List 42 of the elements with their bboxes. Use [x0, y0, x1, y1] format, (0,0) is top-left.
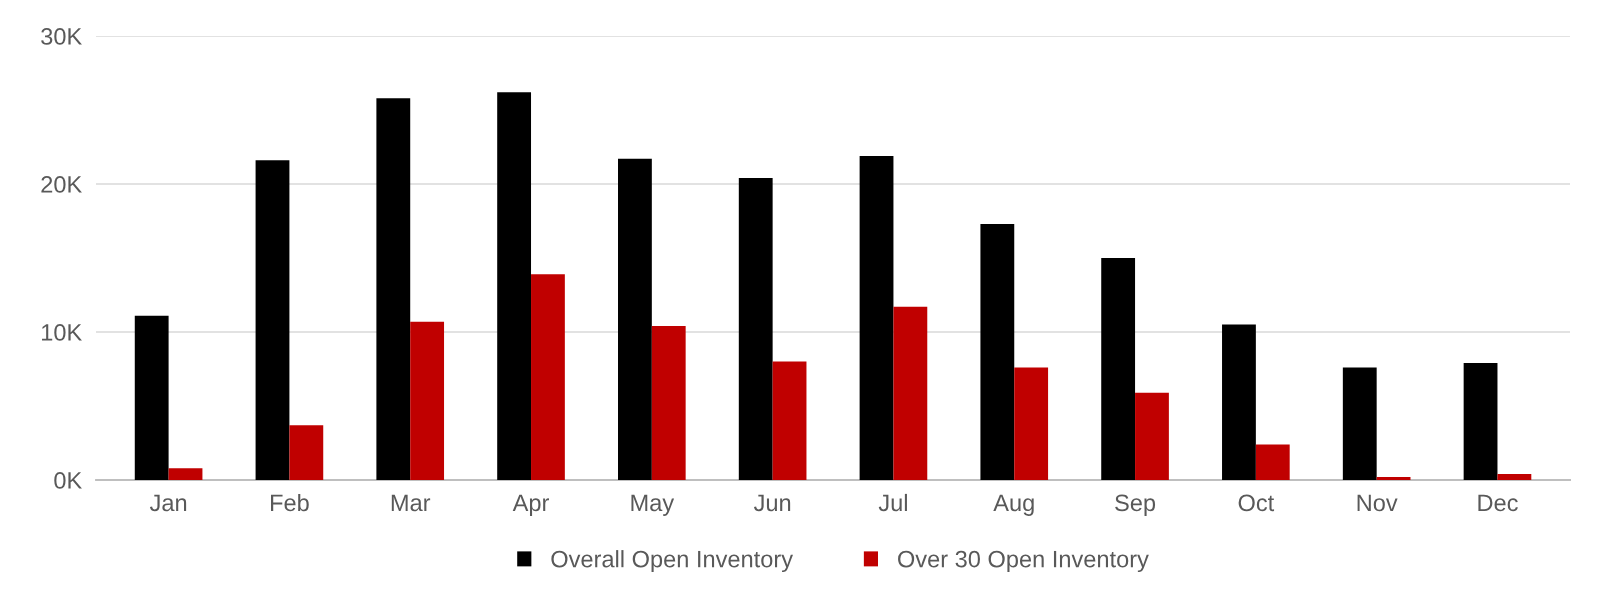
bar — [168, 468, 203, 480]
legend-label: Over 30 Open Inventory — [898, 550, 1149, 573]
bar — [134, 315, 169, 480]
x-tick-label: Jun — [753, 494, 791, 512]
bar — [1463, 363, 1498, 480]
x-tick-label: Oct — [1238, 494, 1275, 512]
x-tick-label: Nov — [1357, 494, 1398, 512]
bar — [1342, 367, 1377, 480]
bar — [618, 158, 652, 480]
bar — [772, 361, 807, 480]
bar — [1497, 474, 1532, 480]
x-tick-label: Jul — [878, 493, 907, 512]
x-tick-label: Jan — [149, 494, 187, 512]
bar — [1135, 392, 1169, 480]
x-tick-label: Feb — [271, 493, 309, 512]
x-tick-label: Aug — [993, 494, 1034, 516]
bar — [1376, 477, 1411, 480]
bar — [1101, 258, 1136, 480]
bar — [1014, 367, 1049, 480]
y-tick-label: 0K — [54, 472, 82, 489]
bar — [376, 98, 411, 480]
x-tick-label: Mar — [391, 494, 431, 512]
y-tick-label: 20K — [41, 176, 82, 193]
legend-label: Overall Open Inventory — [551, 550, 793, 573]
bar — [255, 160, 290, 480]
bar — [410, 321, 445, 480]
bar — [980, 223, 1015, 480]
x-tick-label: Apr — [512, 494, 549, 516]
y-tick-label: 30K — [41, 28, 82, 45]
bar — [859, 155, 894, 480]
bar — [1255, 444, 1290, 480]
bar — [531, 274, 565, 480]
x-tick-label: May — [631, 494, 675, 516]
bar — [497, 92, 532, 480]
bar — [289, 425, 324, 480]
bar — [738, 178, 773, 480]
bar — [651, 326, 686, 480]
bar — [893, 306, 928, 480]
x-tick-label: Dec — [1478, 494, 1518, 512]
bar — [1222, 324, 1256, 480]
y-tick-label: 10K — [42, 324, 82, 341]
x-tick-label: Sep — [1115, 494, 1156, 516]
